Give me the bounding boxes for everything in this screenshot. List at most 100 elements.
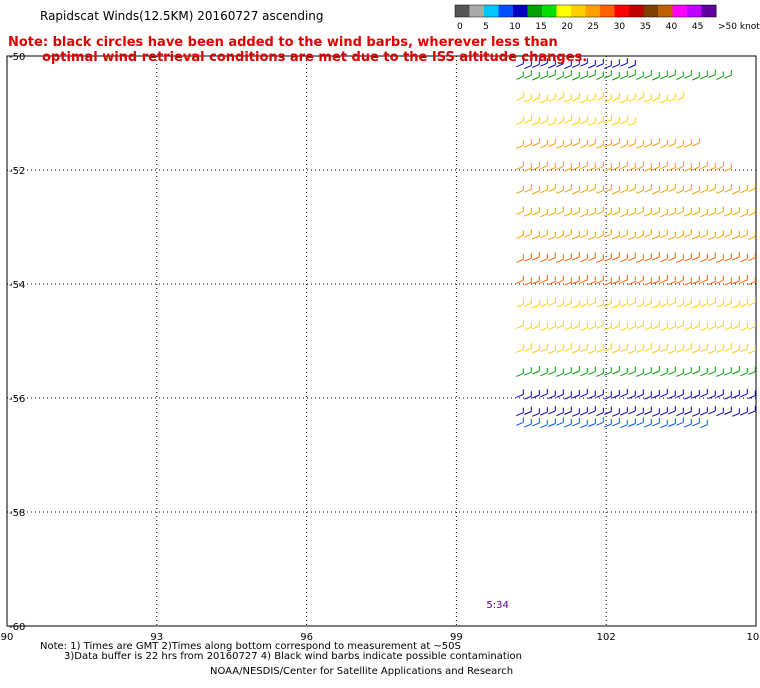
wind-barb xyxy=(604,371,612,376)
wind-barb xyxy=(580,372,588,377)
legend-bar xyxy=(454,4,717,18)
wind-barb xyxy=(524,98,532,103)
legend-frame xyxy=(454,4,717,18)
wind-barb xyxy=(716,348,724,353)
wind-barb xyxy=(540,189,548,194)
wind-barb xyxy=(708,371,716,376)
wind-barb xyxy=(660,411,668,416)
wind-barb xyxy=(548,98,556,103)
wind-barb xyxy=(644,212,652,217)
wind-barb xyxy=(652,211,660,216)
wind-barb xyxy=(612,422,620,427)
wind-barb xyxy=(676,75,684,80)
wind-barb xyxy=(532,422,540,427)
page-title: Rapidscat Winds(12.5KM) 20160727 ascendi… xyxy=(40,9,324,23)
wind-barb xyxy=(588,212,596,217)
wind-barb xyxy=(604,167,612,172)
wind-barb xyxy=(668,143,676,148)
wind-barb xyxy=(636,75,644,80)
wind-barb xyxy=(708,350,716,355)
wind-barb xyxy=(652,76,660,81)
wind-barb xyxy=(684,371,692,376)
wind-barb xyxy=(620,120,628,125)
legend-swatch xyxy=(585,5,601,17)
wind-barb xyxy=(644,167,652,172)
wind-barb xyxy=(540,348,548,353)
wind-barb xyxy=(524,411,532,415)
wind-barb xyxy=(572,304,580,309)
wind-barb xyxy=(668,395,676,400)
wind-barb xyxy=(668,281,676,286)
wind-barb xyxy=(588,302,596,307)
wind-barb xyxy=(580,189,588,194)
wind-barb xyxy=(548,122,556,127)
wind-barb xyxy=(556,324,564,329)
wind-barb xyxy=(548,212,556,217)
wind-barb xyxy=(548,257,556,262)
wind-barb xyxy=(572,256,580,261)
wind-barb xyxy=(668,350,676,355)
y-tick-label: -52 xyxy=(9,166,25,177)
wind-barb xyxy=(636,372,644,377)
wind-barb xyxy=(516,324,524,329)
wind-barb xyxy=(580,303,588,308)
wind-barb xyxy=(596,63,604,68)
wind-barb xyxy=(684,347,692,352)
wind-barb xyxy=(516,144,524,149)
wind-barb xyxy=(684,143,692,148)
wind-barb xyxy=(516,234,524,239)
wind-barb xyxy=(516,393,524,398)
wind-barb xyxy=(540,144,548,149)
wind-barb xyxy=(540,75,548,80)
wind-barb xyxy=(684,395,692,400)
wind-barb xyxy=(572,422,580,427)
wind-barb xyxy=(572,412,580,417)
wind-barb xyxy=(724,395,732,400)
wind-barb xyxy=(532,142,540,147)
wind-barb xyxy=(540,411,548,416)
wind-barb xyxy=(652,349,660,354)
wind-barb xyxy=(636,421,644,426)
wind-barb xyxy=(604,74,612,79)
wind-barb xyxy=(668,257,676,262)
wind-barb xyxy=(668,423,676,427)
wind-barb xyxy=(668,74,676,79)
wind-barb xyxy=(572,211,580,216)
grid xyxy=(7,56,756,626)
wind-barb xyxy=(700,165,708,170)
wind-barb xyxy=(716,234,724,239)
note-line-2: optimal wind retrieval conditions are me… xyxy=(42,50,588,65)
wind-barb xyxy=(516,421,524,426)
wind-barb xyxy=(564,212,572,217)
wind-barb xyxy=(612,304,620,309)
wind-barb xyxy=(612,121,620,126)
wind-barb xyxy=(532,211,540,216)
wind-barb xyxy=(604,411,612,415)
wind-barb xyxy=(660,348,668,353)
wind-barb xyxy=(676,348,684,353)
wind-barb xyxy=(620,213,628,218)
wind-barb xyxy=(740,234,748,239)
wind-barb xyxy=(564,371,572,376)
wind-barb xyxy=(548,236,556,241)
wind-barb xyxy=(692,190,700,195)
color-legend: 0 5 10 15 20 25 30 35 40 45 >50 knots xyxy=(454,4,760,32)
wind-barb xyxy=(676,144,684,149)
wind-barb xyxy=(620,327,628,332)
wind-barb xyxy=(556,258,564,263)
wind-barb xyxy=(652,412,660,417)
wind-barb xyxy=(644,395,652,400)
wind-barb xyxy=(732,304,740,309)
wind-barb xyxy=(548,326,556,331)
wind-barb xyxy=(652,394,660,399)
wind-barb xyxy=(724,167,732,172)
wind-barb xyxy=(724,281,732,286)
wind-barb xyxy=(588,188,596,193)
wind-barb xyxy=(540,99,548,104)
legend-tick-label: 35 xyxy=(640,22,651,32)
wind-barb xyxy=(564,167,572,172)
wind-barb xyxy=(660,144,668,149)
legend-swatch xyxy=(629,5,644,17)
wind-barb xyxy=(556,210,564,215)
wind-barb xyxy=(548,281,556,286)
